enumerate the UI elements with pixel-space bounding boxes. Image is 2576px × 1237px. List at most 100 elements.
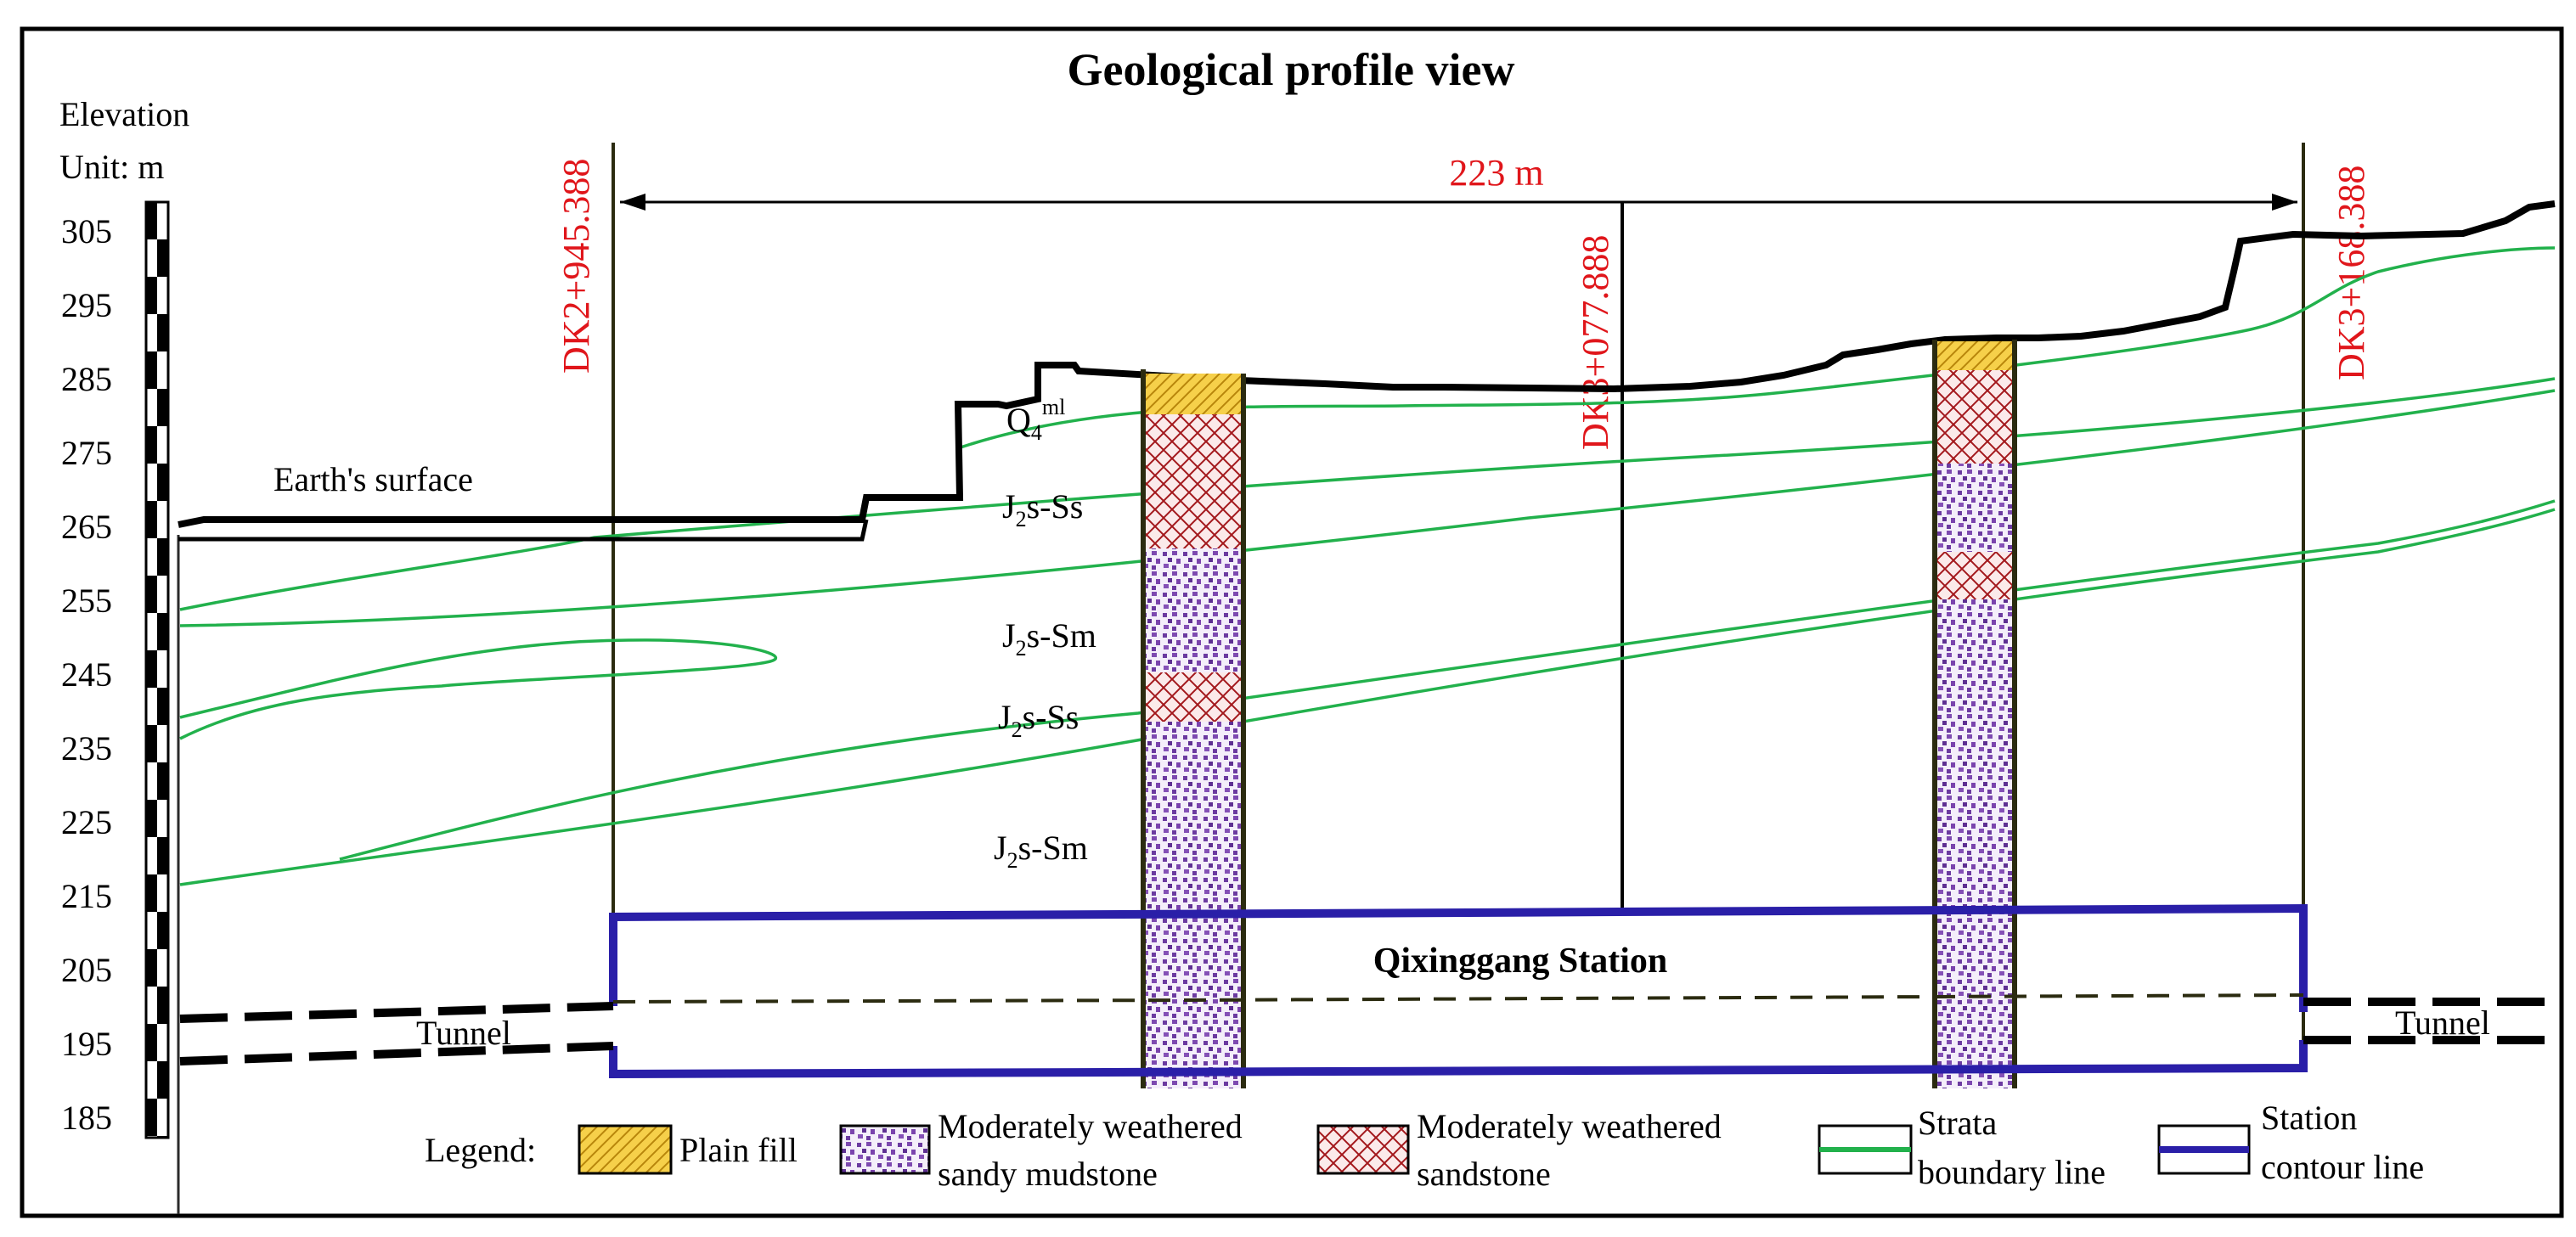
legend-label-strata-2: boundary line [1918, 1153, 2105, 1191]
legend-label-sandstone-1: Moderately weathered [1417, 1107, 1722, 1145]
strata-label-4: J2s-Sm [994, 829, 1088, 873]
scale-bar-segment [157, 314, 168, 351]
legend-title: Legend: [425, 1131, 536, 1169]
borehole-2-mudstone-lower [1935, 599, 2015, 1088]
scale-bar-segment [146, 277, 157, 314]
dimension-arrow-left-head [620, 194, 645, 211]
scale-bar-segment [157, 239, 168, 277]
borehole-1 [1141, 369, 1246, 1088]
legend-swatch-plain-fill [578, 1124, 673, 1175]
legend-label-strata-1: Strata [1918, 1104, 1998, 1142]
station-label-right: DK3+168.388 [2331, 166, 2372, 380]
earth-surface-line [178, 200, 2556, 528]
borehole-1-sandstone-lower [1143, 672, 1243, 722]
scale-bar-segment [157, 762, 168, 800]
scale-bar-segment [157, 688, 168, 725]
dimension-label: 223 m [1449, 152, 1543, 194]
earth-surface-label: Earth's surface [273, 460, 473, 498]
scale-bar-segment [157, 1061, 168, 1099]
axis-label-elevation: Elevation [59, 95, 189, 133]
earth-surface-lower-line [178, 519, 869, 542]
borehole-2-plain-fill [1935, 341, 2015, 370]
scale-bar-segment [146, 800, 157, 837]
scale-bar-segment [157, 987, 168, 1024]
strata-line-6 [179, 508, 2556, 886]
tunnel-label-left: Tunnel [416, 1014, 511, 1052]
borehole-1-mudstone-lower [1143, 722, 1243, 1088]
strata-boundary-lines [179, 246, 2556, 886]
station-name: Qixinggang Station [1373, 942, 1668, 981]
legend-label-sandstone-2: sandstone [1417, 1155, 1551, 1193]
legend-label-contour-1: Station [2261, 1099, 2357, 1137]
scale-bar-segment [146, 351, 157, 389]
tunnel-left [179, 1002, 614, 1066]
strata-line-3 [179, 389, 2556, 627]
legend: Legend: Plain fill Moderately weathered … [425, 1099, 2424, 1193]
elevation-tick-label: 255 [61, 582, 112, 620]
scale-bar-segment [146, 725, 157, 762]
borehole-2 [1932, 340, 2017, 1088]
axis-label-unit: Unit: m [59, 148, 164, 186]
scale-bar-segment [146, 501, 157, 538]
elevation-tick-label: 205 [61, 951, 112, 989]
outer-frame [20, 26, 2564, 1218]
elevation-tick-label: 245 [61, 655, 112, 694]
strata-line-2 [179, 377, 2556, 611]
scale-bar-segment [146, 576, 157, 613]
elevation-tick-label: 295 [61, 286, 112, 324]
borehole-1-sandstone-upper [1143, 414, 1243, 548]
scale-bar-segment [157, 538, 168, 576]
elevation-tick-label: 185 [61, 1099, 112, 1137]
diagram-title: Geological profile view [1068, 44, 1515, 95]
scale-bar-segment [146, 1099, 157, 1136]
elevation-scale-bar [144, 200, 170, 1139]
strata-line-5 [339, 499, 2556, 861]
elevation-tick-label: 195 [61, 1025, 112, 1063]
strata-line-1 [957, 246, 2556, 450]
elevation-tick-label: 225 [61, 803, 112, 841]
legend-label-plain-fill: Plain fill [679, 1131, 798, 1169]
elevation-tick-label: 285 [61, 360, 112, 398]
strata-label-2: J2s-Sm [1002, 616, 1096, 661]
strata-line-4 [179, 638, 778, 740]
legend-swatch-sandstone [1316, 1124, 1410, 1175]
tunnel-label-right: Tunnel [2395, 1004, 2490, 1042]
elevation-tick-label: 265 [61, 508, 112, 546]
elevation-tick-label: 215 [61, 877, 112, 915]
scale-bar-segment [157, 464, 168, 501]
tunnel-right [2303, 998, 2555, 1044]
scale-bar-segment [157, 837, 168, 874]
borehole-2-sandstone-lower [1935, 552, 2015, 599]
station-label-middle: DK3+077.888 [1575, 235, 1616, 450]
scale-bar-segment [146, 874, 157, 912]
elevation-tick-label: 275 [61, 434, 112, 472]
elevation-tick-labels: 305 295 285 275 265 255 245 235 225 215 205 195 185 [61, 212, 112, 1137]
borehole-1-plain-fill [1143, 374, 1243, 414]
station-centerline [612, 993, 2304, 1004]
station-label-left: DK2+945.388 [555, 159, 597, 374]
borehole-2-mudstone-upper [1935, 464, 2015, 552]
strata-label-3: J2s-Ss [998, 698, 1079, 742]
scale-bar-segment [157, 613, 168, 650]
borehole-1-mudstone-upper [1143, 548, 1243, 672]
scale-bar-segment [157, 912, 168, 949]
station-contour [609, 903, 2308, 1079]
elevation-tick-label: 235 [61, 729, 112, 768]
scale-bar-segment [146, 650, 157, 688]
scale-bar-segment [146, 1024, 157, 1061]
scale-bar-segment [146, 949, 157, 987]
scale-bar-segment [157, 389, 168, 426]
legend-label-mudstone-1: Moderately weathered [938, 1107, 1243, 1145]
legend-swatch-mudstone [839, 1124, 931, 1175]
quaternary-label: Q4ml [1006, 395, 1065, 445]
scale-bar-segment [146, 426, 157, 464]
strata-label-1: J2s-Ss [1002, 487, 1083, 531]
legend-label-mudstone-2: sandy mudstone [938, 1155, 1158, 1193]
dimension-arrow-right-head [2272, 194, 2297, 211]
elevation-tick-label: 305 [61, 212, 112, 250]
legend-label-contour-2: contour line [2261, 1148, 2424, 1186]
borehole-2-sandstone-upper [1935, 370, 2015, 464]
scale-bar-outline [144, 200, 170, 1139]
scale-bar-segment [146, 202, 157, 239]
